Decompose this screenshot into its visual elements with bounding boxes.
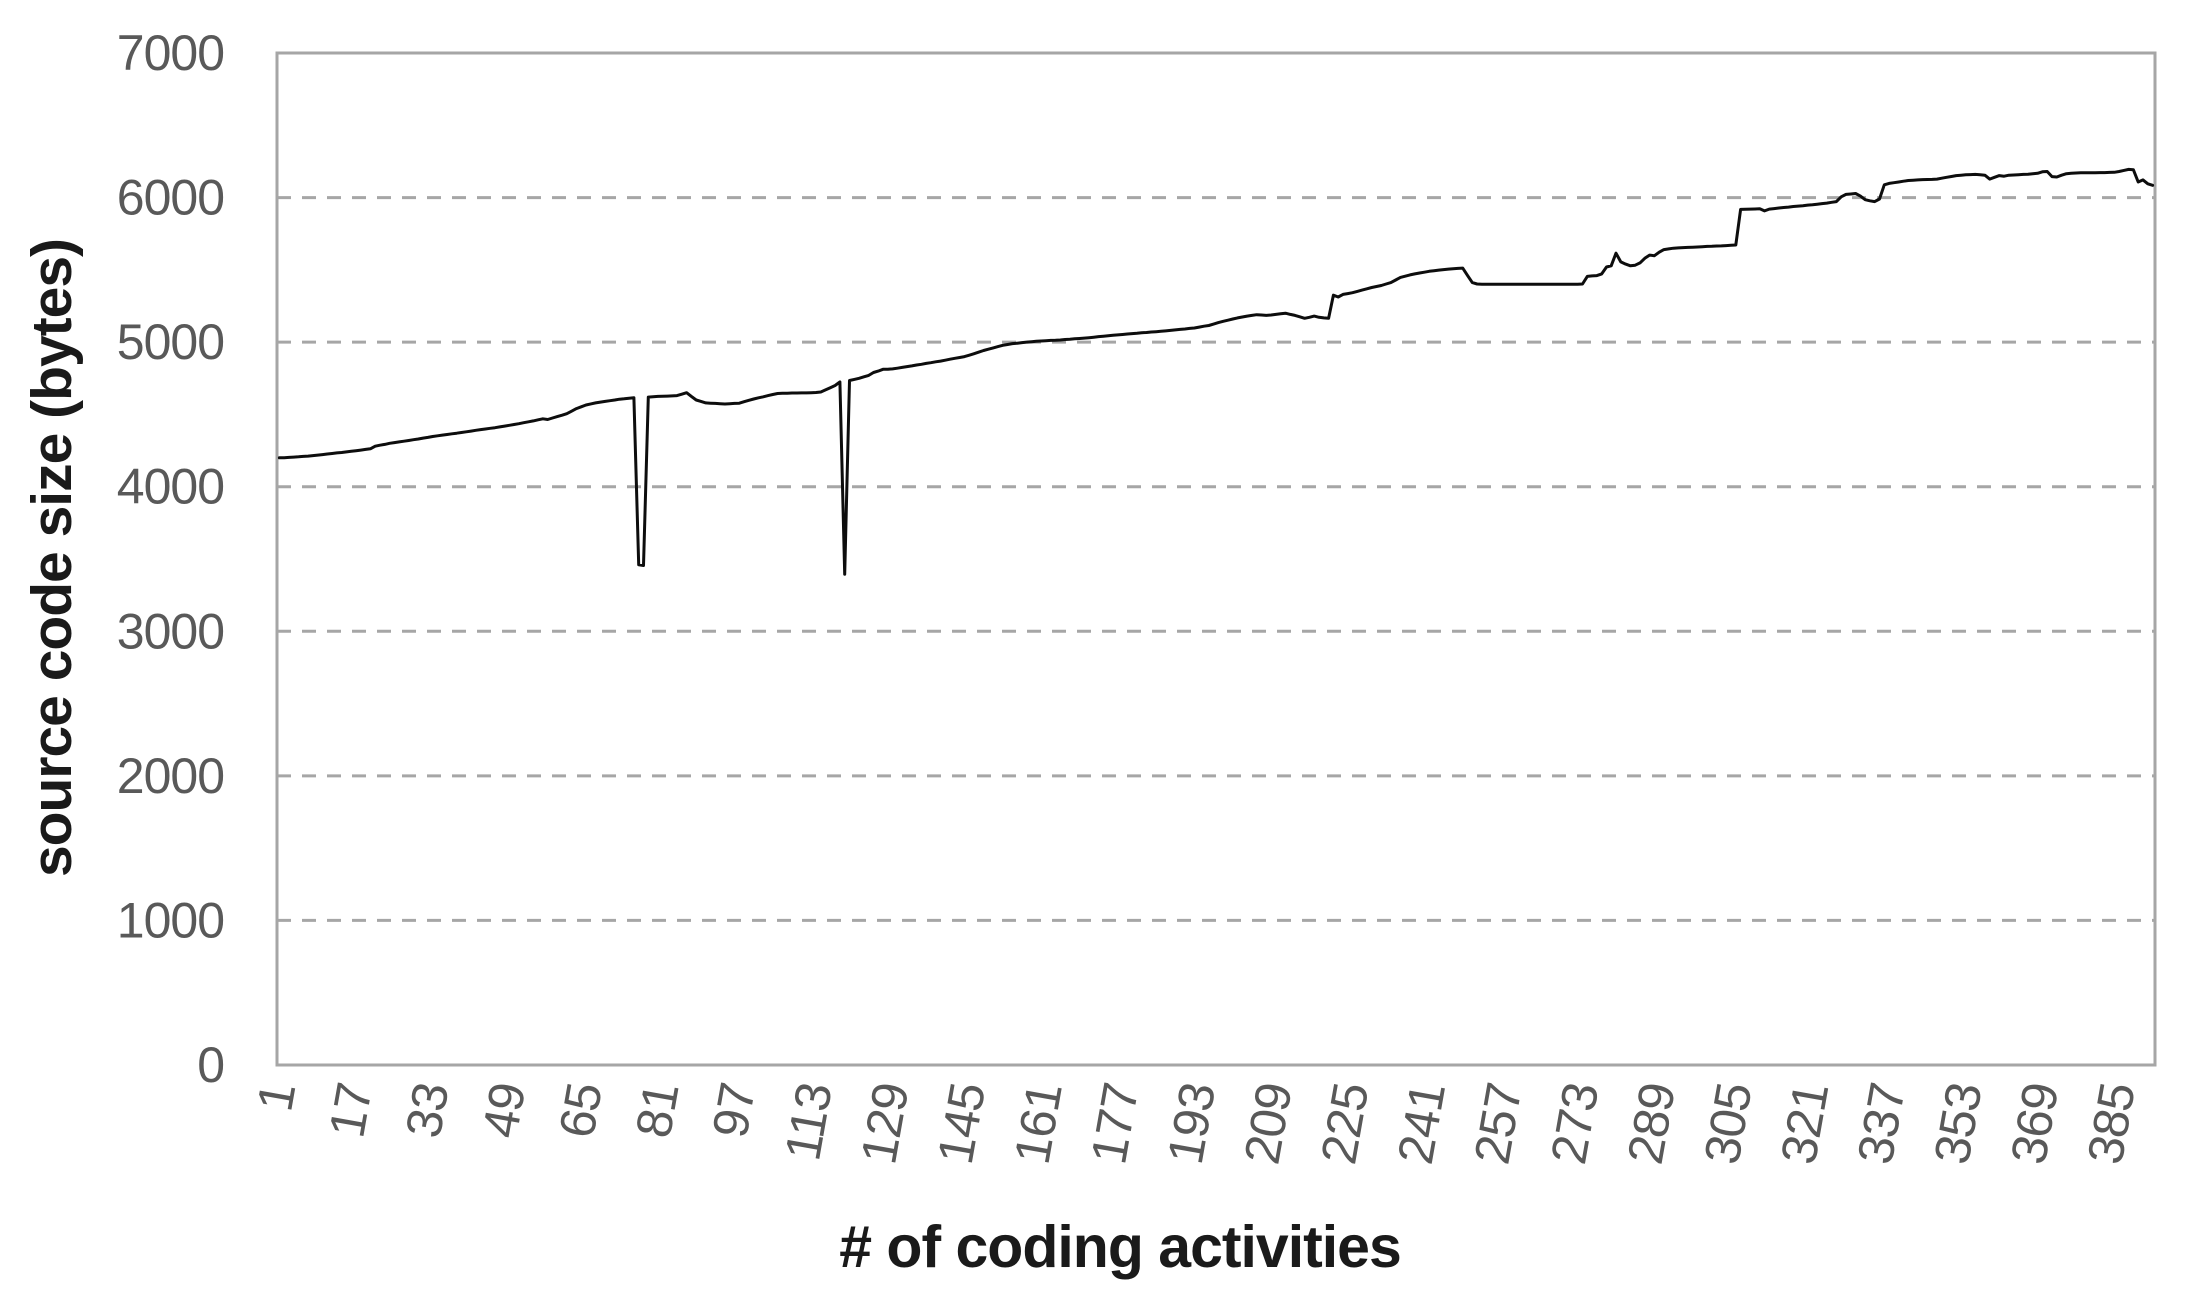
x-tick-label-369: 369: [2000, 1079, 2069, 1168]
y-tick-label-5000: 5000: [117, 314, 224, 370]
x-tick-label-17: 17: [318, 1079, 382, 1142]
x-tick-label-289: 289: [1617, 1079, 1686, 1168]
x-tick-label-193: 193: [1157, 1079, 1226, 1168]
y-axis-title: source code size (bytes): [20, 238, 84, 878]
x-tick-label-145: 145: [927, 1079, 996, 1168]
x-axis-title: # of coding activities: [839, 1214, 1402, 1280]
y-tick-label-0: 0: [197, 1037, 224, 1093]
y-tick-label-3000: 3000: [117, 603, 224, 659]
x-tick-label-49: 49: [472, 1079, 536, 1142]
x-tick-label-337: 337: [1847, 1079, 1916, 1168]
plot-border: [275, 51, 2157, 1067]
y-tick-label-1000: 1000: [117, 892, 224, 948]
x-tick-label-161: 161: [1004, 1079, 1073, 1168]
x-tick-label-353: 353: [1923, 1079, 1992, 1168]
y-tick-label-7000: 7000: [117, 25, 224, 81]
x-tick-label-209: 209: [1234, 1079, 1303, 1168]
x-tick-label-241: 241: [1387, 1079, 1456, 1168]
x-tick-label-65: 65: [548, 1079, 612, 1142]
series-line: [277, 167, 2155, 576]
x-tick-label-33: 33: [395, 1079, 459, 1142]
y-tick-label-4000: 4000: [117, 459, 224, 515]
x-tick-label-129: 129: [850, 1079, 919, 1168]
x-tick-label-305: 305: [1694, 1079, 1763, 1168]
x-tick-label-257: 257: [1464, 1079, 1533, 1168]
x-tick-label-177: 177: [1080, 1079, 1149, 1168]
x-tick-label-321: 321: [1770, 1079, 1839, 1168]
x-tick-label-225: 225: [1310, 1079, 1379, 1168]
x-tick-label-1: 1: [246, 1079, 306, 1115]
x-tick-label-273: 273: [1540, 1079, 1609, 1168]
y-tick-label-2000: 2000: [117, 748, 224, 804]
x-tick-label-97: 97: [702, 1079, 766, 1142]
x-tick-label-113: 113: [774, 1079, 842, 1164]
x-tick-label-385: 385: [2077, 1079, 2146, 1168]
y-tick-label-6000: 6000: [117, 170, 224, 226]
x-tick-label-81: 81: [625, 1079, 689, 1142]
